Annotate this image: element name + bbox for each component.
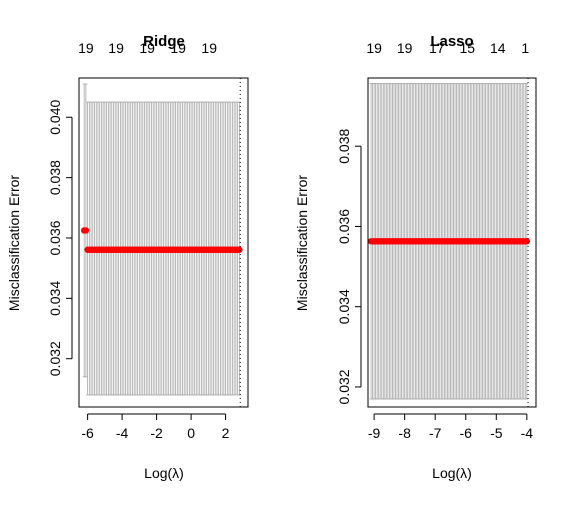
y-tick-label: 0.034 — [336, 289, 352, 324]
y-tick-label: 0.032 — [47, 341, 63, 376]
y-tick-label: 0.038 — [336, 128, 352, 163]
top-axis-label: 14 — [490, 40, 506, 56]
top-axis-label: 19 — [366, 40, 382, 56]
x-tick-label: -6 — [81, 425, 94, 441]
x-tick-label: -7 — [429, 425, 442, 441]
x-tick-label: -6 — [460, 425, 473, 441]
lasso-x-axis-label: Log(λ) — [432, 465, 472, 481]
top-axis-label: 19 — [139, 40, 155, 56]
lasso-y-axis-label: Misclassification Error — [294, 175, 310, 311]
y-tick-label: 0.038 — [47, 160, 63, 195]
x-tick-label: -4 — [116, 425, 129, 441]
y-tick-label: 0.036 — [336, 209, 352, 244]
y-tick-label: 0.036 — [47, 220, 63, 255]
data-point — [83, 227, 89, 233]
y-tick-label: 0.032 — [336, 369, 352, 404]
y-tick-label: 0.040 — [47, 100, 63, 135]
ridge-x-axis-label: Log(λ) — [144, 465, 184, 481]
x-tick-label: 2 — [222, 425, 230, 441]
ridge-error-bars — [83, 84, 241, 395]
top-axis-label: 19 — [78, 40, 94, 56]
x-tick-label: -4 — [521, 425, 534, 441]
x-tick-label: -5 — [490, 425, 503, 441]
top-axis-label: 17 — [429, 40, 445, 56]
lasso-points — [368, 238, 530, 244]
x-tick-label: -8 — [398, 425, 411, 441]
lasso-panel: Lasso Log(λ) Misclassification Error -9-… — [294, 33, 536, 481]
top-axis-label: 19 — [108, 40, 124, 56]
top-axis-label: 19 — [201, 40, 217, 56]
x-tick-label: -9 — [368, 425, 381, 441]
top-axis-label: 15 — [459, 40, 475, 56]
ridge-panel: Ridge Log(λ) Misclassification Error -6-… — [6, 33, 248, 481]
top-axis-label: 19 — [170, 40, 186, 56]
top-axis-label: 1 — [521, 40, 529, 56]
y-tick-label: 0.034 — [47, 281, 63, 316]
x-tick-label: 0 — [187, 425, 195, 441]
top-axis-label: 19 — [397, 40, 413, 56]
data-point — [524, 238, 530, 244]
ridge-y-axis-label: Misclassification Error — [6, 175, 22, 311]
x-tick-label: -2 — [150, 425, 163, 441]
data-point — [236, 247, 242, 253]
